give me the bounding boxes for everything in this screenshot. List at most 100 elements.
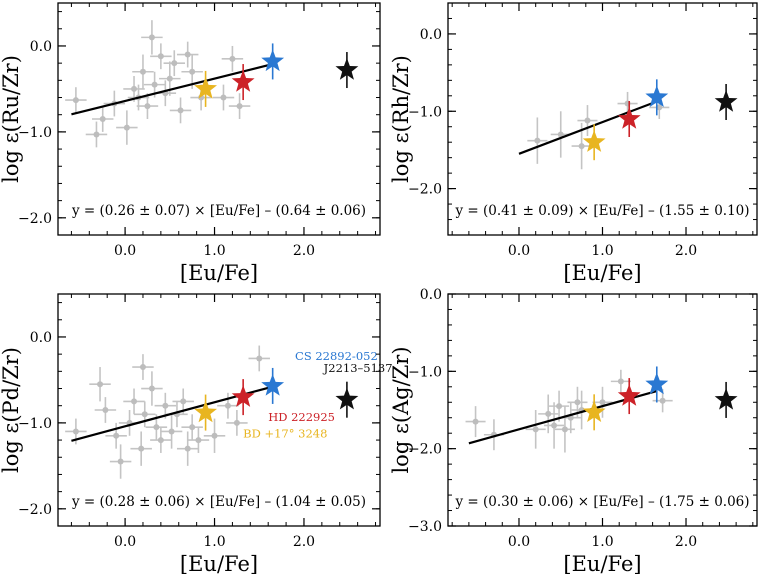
- point-marker: [184, 51, 191, 58]
- x-tick-label: 0.0: [114, 534, 136, 550]
- data-point: [212, 84, 235, 111]
- data-point: [217, 392, 239, 419]
- point-marker: [151, 81, 158, 88]
- star-j2213-5137: [335, 52, 359, 89]
- plot-area: [465, 366, 738, 453]
- y-tick-label: −2.0: [408, 442, 442, 458]
- data-point: [187, 427, 210, 453]
- fit-line: [518, 100, 658, 155]
- star-hd-222925: [617, 378, 641, 415]
- star-bd-17-3248: [194, 394, 217, 431]
- data-point: [163, 50, 186, 77]
- point-marker: [157, 437, 164, 444]
- star-cs-22892-052: [261, 367, 285, 404]
- x-tick-label: 2.0: [675, 243, 697, 259]
- data-point: [549, 390, 570, 422]
- data-point: [203, 418, 226, 453]
- data-point: [160, 414, 183, 449]
- data-point: [465, 406, 486, 438]
- y-tick-label: −1.0: [18, 125, 52, 141]
- point-marker: [532, 426, 539, 433]
- star-marker: [231, 385, 255, 407]
- point-marker: [472, 418, 479, 425]
- y-tick-label: −2.0: [408, 182, 442, 198]
- point-marker: [184, 445, 191, 452]
- y-tick-label: 0.0: [30, 39, 52, 55]
- star-marker: [645, 85, 669, 108]
- point-marker: [236, 103, 243, 110]
- x-tick-label: 0.0: [508, 534, 530, 550]
- star-bd-17-3248: [582, 124, 606, 161]
- point-marker: [599, 399, 606, 406]
- data-point: [91, 106, 114, 132]
- data-point: [145, 414, 168, 441]
- data-point: [132, 54, 154, 89]
- point-marker: [551, 422, 558, 429]
- point-marker: [113, 432, 120, 439]
- data-point: [527, 117, 548, 164]
- y-tick-label: −1.0: [408, 364, 442, 380]
- data-point: [544, 402, 565, 449]
- point-marker: [177, 107, 184, 114]
- data-point: [109, 444, 132, 479]
- point-marker: [141, 411, 148, 418]
- point-marker: [211, 432, 218, 439]
- star-marker: [194, 76, 217, 99]
- data-point: [554, 406, 575, 453]
- y-axis-label: log ε(Ag/Zr): [389, 346, 413, 473]
- point-marker: [584, 117, 591, 124]
- star-marker: [231, 70, 255, 92]
- data-point: [150, 43, 172, 70]
- star-bd-17-3248: [582, 394, 606, 431]
- data-point: [105, 422, 127, 449]
- star-j2213-5137: [714, 83, 738, 120]
- data-point: [226, 410, 248, 436]
- point-marker: [561, 426, 568, 433]
- x-tick-label: 1.0: [591, 534, 613, 550]
- data-point: [176, 41, 199, 68]
- data-point: [136, 93, 159, 119]
- star-marker: [714, 387, 738, 410]
- data-point: [85, 121, 108, 148]
- data-point: [169, 97, 192, 124]
- star-annotation: HD 222925: [268, 410, 335, 424]
- point-marker: [189, 68, 196, 75]
- point-marker: [256, 355, 263, 362]
- data-point: [154, 392, 177, 419]
- y-tick-label: −2.0: [18, 502, 52, 518]
- data-point: [89, 367, 111, 402]
- y-tick-label: −1.0: [408, 104, 442, 120]
- data-point: [176, 431, 199, 466]
- x-tick-label: 0.0: [508, 243, 530, 259]
- point-marker: [123, 124, 130, 131]
- star-marker: [582, 400, 606, 423]
- x-axis-label: [Eu/Fe]: [563, 552, 641, 574]
- star-marker: [335, 58, 359, 80]
- point-marker: [131, 398, 138, 405]
- data-point: [577, 105, 598, 137]
- point-marker: [545, 410, 552, 417]
- point-marker: [229, 55, 236, 62]
- star-marker: [582, 130, 606, 152]
- fit-equation: y = (0.28 ± 0.06) × [Eu/Fe] – (1.04 ± 0.…: [71, 494, 366, 510]
- data-point: [181, 414, 203, 441]
- data-point: [134, 401, 156, 428]
- y-tick-label: −3.0: [408, 519, 442, 535]
- y-tick-label: −1.0: [18, 416, 52, 432]
- point-marker: [189, 424, 196, 431]
- data-point: [592, 386, 613, 418]
- point-marker: [574, 399, 581, 406]
- point-marker: [557, 131, 564, 138]
- point-marker: [171, 60, 178, 67]
- point-marker: [139, 68, 146, 75]
- point-marker: [534, 137, 541, 144]
- star-marker: [335, 387, 359, 410]
- star-bd-17-3248: [194, 70, 217, 107]
- data-point: [538, 394, 559, 434]
- point-marker: [224, 402, 231, 409]
- point-marker: [180, 398, 187, 405]
- star-marker: [261, 49, 285, 72]
- axes-frame: [57, 2, 381, 236]
